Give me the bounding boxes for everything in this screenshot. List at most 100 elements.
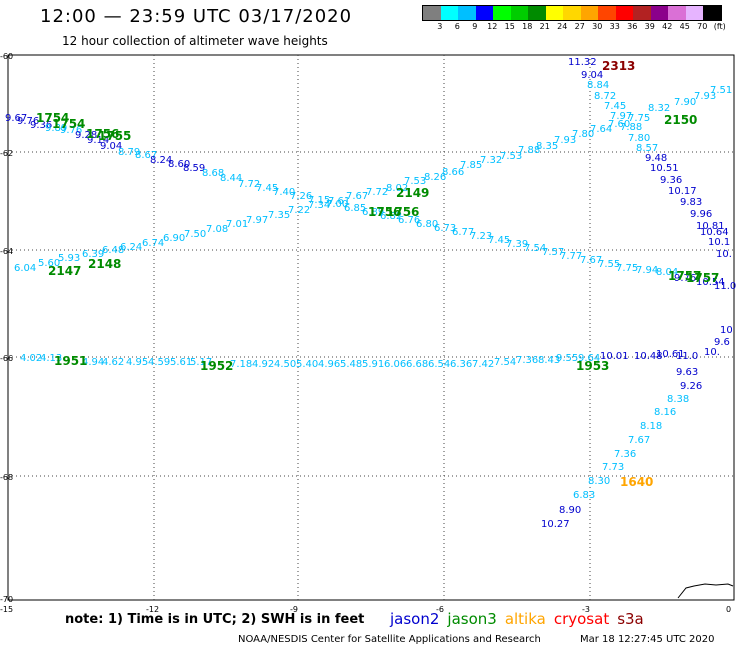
wave-height-label: 8.35 [536,141,558,152]
wave-height-label: 7.55 [598,259,620,270]
wave-height-label: 8.18 [640,421,662,432]
legend-cryosat: cryosat [553,610,610,628]
wave-height-label: 4.13 [40,353,62,364]
pass-time-label: 2147 [48,264,81,278]
pass-time-label: 1952 [200,359,233,373]
wave-height-label: 7.34 [308,200,330,211]
wave-height-label: 5.60 [38,258,60,269]
wave-height-label: 7.18 [230,359,252,370]
wave-height-label: 7.08 [206,224,228,235]
lat-tick-label: -64 [0,247,13,256]
wave-height-label: 4.94 [82,357,104,368]
wave-height-label: 7.54 [524,243,546,254]
wave-height-label: 7.97 [610,111,632,122]
wave-height-label: 10.64 [700,227,729,238]
wave-height-label: 4.96 [318,359,340,370]
scale-label: 21 [539,22,550,31]
wave-height-label: 10.1 [708,237,730,248]
pass-time-label: 1756 [86,127,119,141]
wave-height-label: 7.42 [472,359,494,370]
wave-height-label: 8.72 [594,91,616,102]
wave-height-label: 7.40 [273,187,295,198]
coastline [677,583,734,599]
wave-height-label: 9.04 [581,70,603,81]
scale-swatch-11 [615,6,633,20]
wave-height-label: 9.36 [30,120,52,131]
scale-label: 9 [472,22,478,31]
scale-swatch-13 [650,6,668,20]
wave-height-label: 7.93 [554,135,576,146]
scale-label: 12 [487,22,498,31]
wave-height-label: 7.35 [268,210,290,221]
wave-height-label: 8.57 [636,143,658,154]
wave-height-label: 8.38 [667,394,689,405]
wave-height-label: 5.91 [362,359,384,370]
lat-tick-label: -68 [0,473,13,482]
wave-height-label: 10.81 [696,221,725,232]
legend-s3a: s3a [617,610,644,628]
wave-height-label: 10.48 [634,351,663,362]
wave-height-label: 7.32 [480,155,502,166]
pass-time-label: 2313 [602,59,635,73]
wave-height-label: 10. [716,249,732,260]
wave-height-label: 8.90 [559,505,581,516]
wave-height-label: 4.92 [252,359,274,370]
wave-height-label: 7.36 [516,355,538,366]
page-title: 12:00 — 23:59 UTC 03/17/2020 [40,6,353,27]
wave-height-label: 6.06 [384,359,406,370]
scale-label: 45 [679,22,690,31]
wave-height-label: 8.44 [220,173,242,184]
wave-height-label: 9.83 [680,197,702,208]
wave-height-label: 9.55 [556,353,578,364]
wave-height-label: 5.48 [340,359,362,370]
color-scale-labels: 3 6 9 12 15 18 21 24 27 30 33 36 39 42 45 70 (ft) [422,22,740,34]
lon-tick-label: 0 [726,605,731,614]
wave-height-label: 8.26 [424,172,446,183]
pass-time-label: 1754 [52,117,85,131]
wave-height-label: 8.79 [118,147,140,158]
wave-height-label: 7.53 [500,151,522,162]
pass-time-label: 2148 [88,257,121,271]
scale-label: 42 [662,22,673,31]
scale-label: (ft) [713,22,726,31]
wave-height-label: 9.28 [75,130,97,141]
scale-swatch-16 [703,6,721,20]
pass-time-label: 2149 [396,186,429,200]
wave-height-label: 9.48 [645,153,667,164]
wave-height-label: 6.48 [102,245,124,256]
wave-height-label: 7.45 [604,101,626,112]
pass-time-label: 1640 [620,475,653,489]
wave-height-label: 7.93 [694,91,716,102]
lon-tick-label: -9 [290,605,298,614]
wave-height-label: 6.89 [362,207,384,218]
wave-height-label: 9.04 [100,141,122,152]
credit-timestamp: Mar 18 12:27:45 UTC 2020 [580,634,715,645]
wave-height-label: 5.17 [190,357,212,368]
wave-height-label: 9.76 [60,125,82,136]
legend-jason3: jason3 [447,610,497,628]
wave-height-label: 8.30 [588,476,610,487]
wave-height-label: 7.50 [184,229,206,240]
wave-height-label: 5.61 [170,357,192,368]
wave-height-label: 10.01 [600,351,629,362]
wave-height-label: 9.26 [680,381,702,392]
scale-swatch-12 [633,6,651,20]
wave-height-label: 7.45 [488,235,510,246]
pass-time-label: 1755 [98,129,131,143]
wave-height-label: 7.73 [602,462,624,473]
wave-height-label: 6.82 [380,211,402,222]
wave-height-label: 6.24 [120,242,142,253]
wave-height-label: 9.89 [45,123,67,134]
wave-height-label: 6.85 [344,203,366,214]
credit-line: NOAA/NESDIS Center for Satellite Applica… [238,634,541,645]
wave-height-label: 9.96 [690,209,712,220]
lon-tick-label: -3 [582,605,590,614]
wave-height-label: 10.61 [656,349,685,360]
wave-height-label: 11.32 [568,57,597,68]
wave-height-label: 7.64 [590,124,612,135]
wave-height-label: 9.64 [578,353,600,364]
scale-swatch-8 [563,6,581,20]
scale-swatch-7 [545,6,563,20]
pass-time-label: 1756 [368,205,401,219]
